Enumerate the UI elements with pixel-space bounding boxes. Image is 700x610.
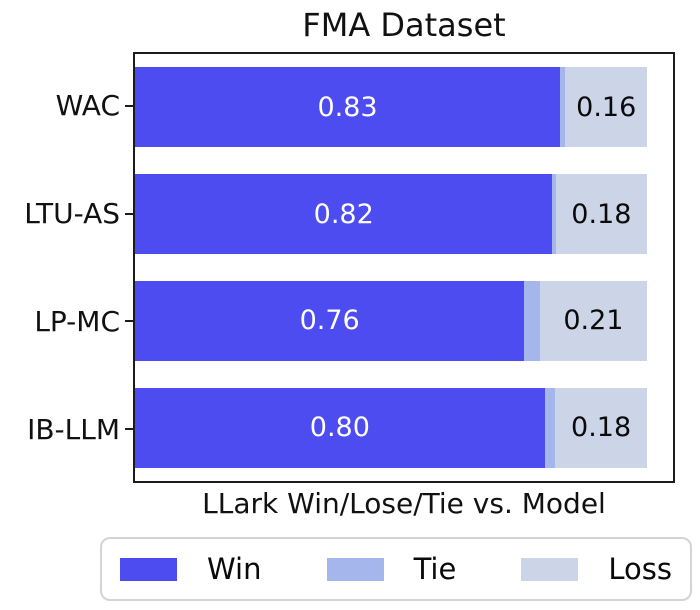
bar-row: 0.83 0.16 (135, 54, 673, 161)
stacked-bar: 0.82 0.18 (135, 174, 648, 255)
win-segment: 0.76 (135, 280, 525, 361)
y-axis-labels: WAC LTU-AS LP-MC IB-LLM (0, 52, 133, 483)
loss-value-label: 0.18 (571, 412, 632, 444)
y-tick-label: LP-MC (34, 304, 120, 338)
bar-row: 0.82 0.18 (135, 161, 673, 268)
loss-segment: 0.16 (565, 67, 648, 148)
bar-row: 0.76 0.21 (135, 268, 673, 375)
loss-value-label: 0.16 (576, 91, 637, 123)
loss-value-label: 0.18 (571, 198, 632, 230)
y-tick-cell: LTU-AS (0, 160, 133, 268)
legend-item-tie: Tie (326, 552, 457, 586)
win-segment: 0.82 (135, 174, 553, 255)
loss-segment: 0.21 (539, 280, 648, 361)
y-tick-mark (125, 104, 133, 107)
y-tick-mark (125, 212, 133, 215)
y-tick-label: IB-LLM (27, 412, 120, 446)
legend-swatch-loss (521, 557, 579, 581)
win-segment: 0.83 (135, 67, 561, 148)
win-value-label: 0.82 (313, 198, 374, 230)
legend-swatch-tie (326, 557, 384, 581)
y-tick-label: WAC (55, 89, 120, 123)
y-tick-cell: IB-LLM (0, 375, 133, 483)
plot-area: 0.83 0.16 0.82 0.18 0.76 0.21 0.80 0.18 (133, 52, 675, 483)
loss-value-label: 0.21 (563, 305, 624, 337)
loss-segment: 0.18 (555, 174, 648, 255)
tie-segment (560, 67, 566, 148)
stacked-bar: 0.80 0.18 (135, 387, 648, 468)
tie-segment (552, 174, 556, 255)
legend-item-loss: Loss (521, 552, 672, 586)
win-value-label: 0.83 (317, 91, 378, 123)
legend-label-tie: Tie (413, 552, 457, 586)
legend-label-win: Win (207, 552, 262, 586)
chart-title: FMA Dataset (302, 6, 506, 44)
legend-swatch-win (120, 557, 177, 581)
y-tick-mark (125, 428, 133, 431)
tie-segment (544, 387, 555, 468)
stacked-bar: 0.76 0.21 (135, 280, 648, 361)
win-segment: 0.80 (135, 387, 545, 468)
legend: Win Tie Loss (100, 537, 692, 601)
y-tick-label: LTU-AS (24, 197, 120, 231)
y-tick-mark (125, 320, 133, 323)
stacked-bar: 0.83 0.16 (135, 67, 648, 148)
win-value-label: 0.80 (309, 412, 370, 444)
bar-row: 0.80 0.18 (135, 374, 673, 481)
legend-label-loss: Loss (608, 552, 672, 586)
y-tick-cell: LP-MC (0, 268, 133, 376)
loss-segment: 0.18 (554, 387, 648, 468)
x-axis-label: LLark Win/Lose/Tie vs. Model (202, 487, 606, 520)
tie-segment (524, 280, 540, 361)
win-value-label: 0.76 (299, 305, 360, 337)
y-tick-cell: WAC (0, 52, 133, 160)
legend-item-win: Win (120, 552, 261, 586)
